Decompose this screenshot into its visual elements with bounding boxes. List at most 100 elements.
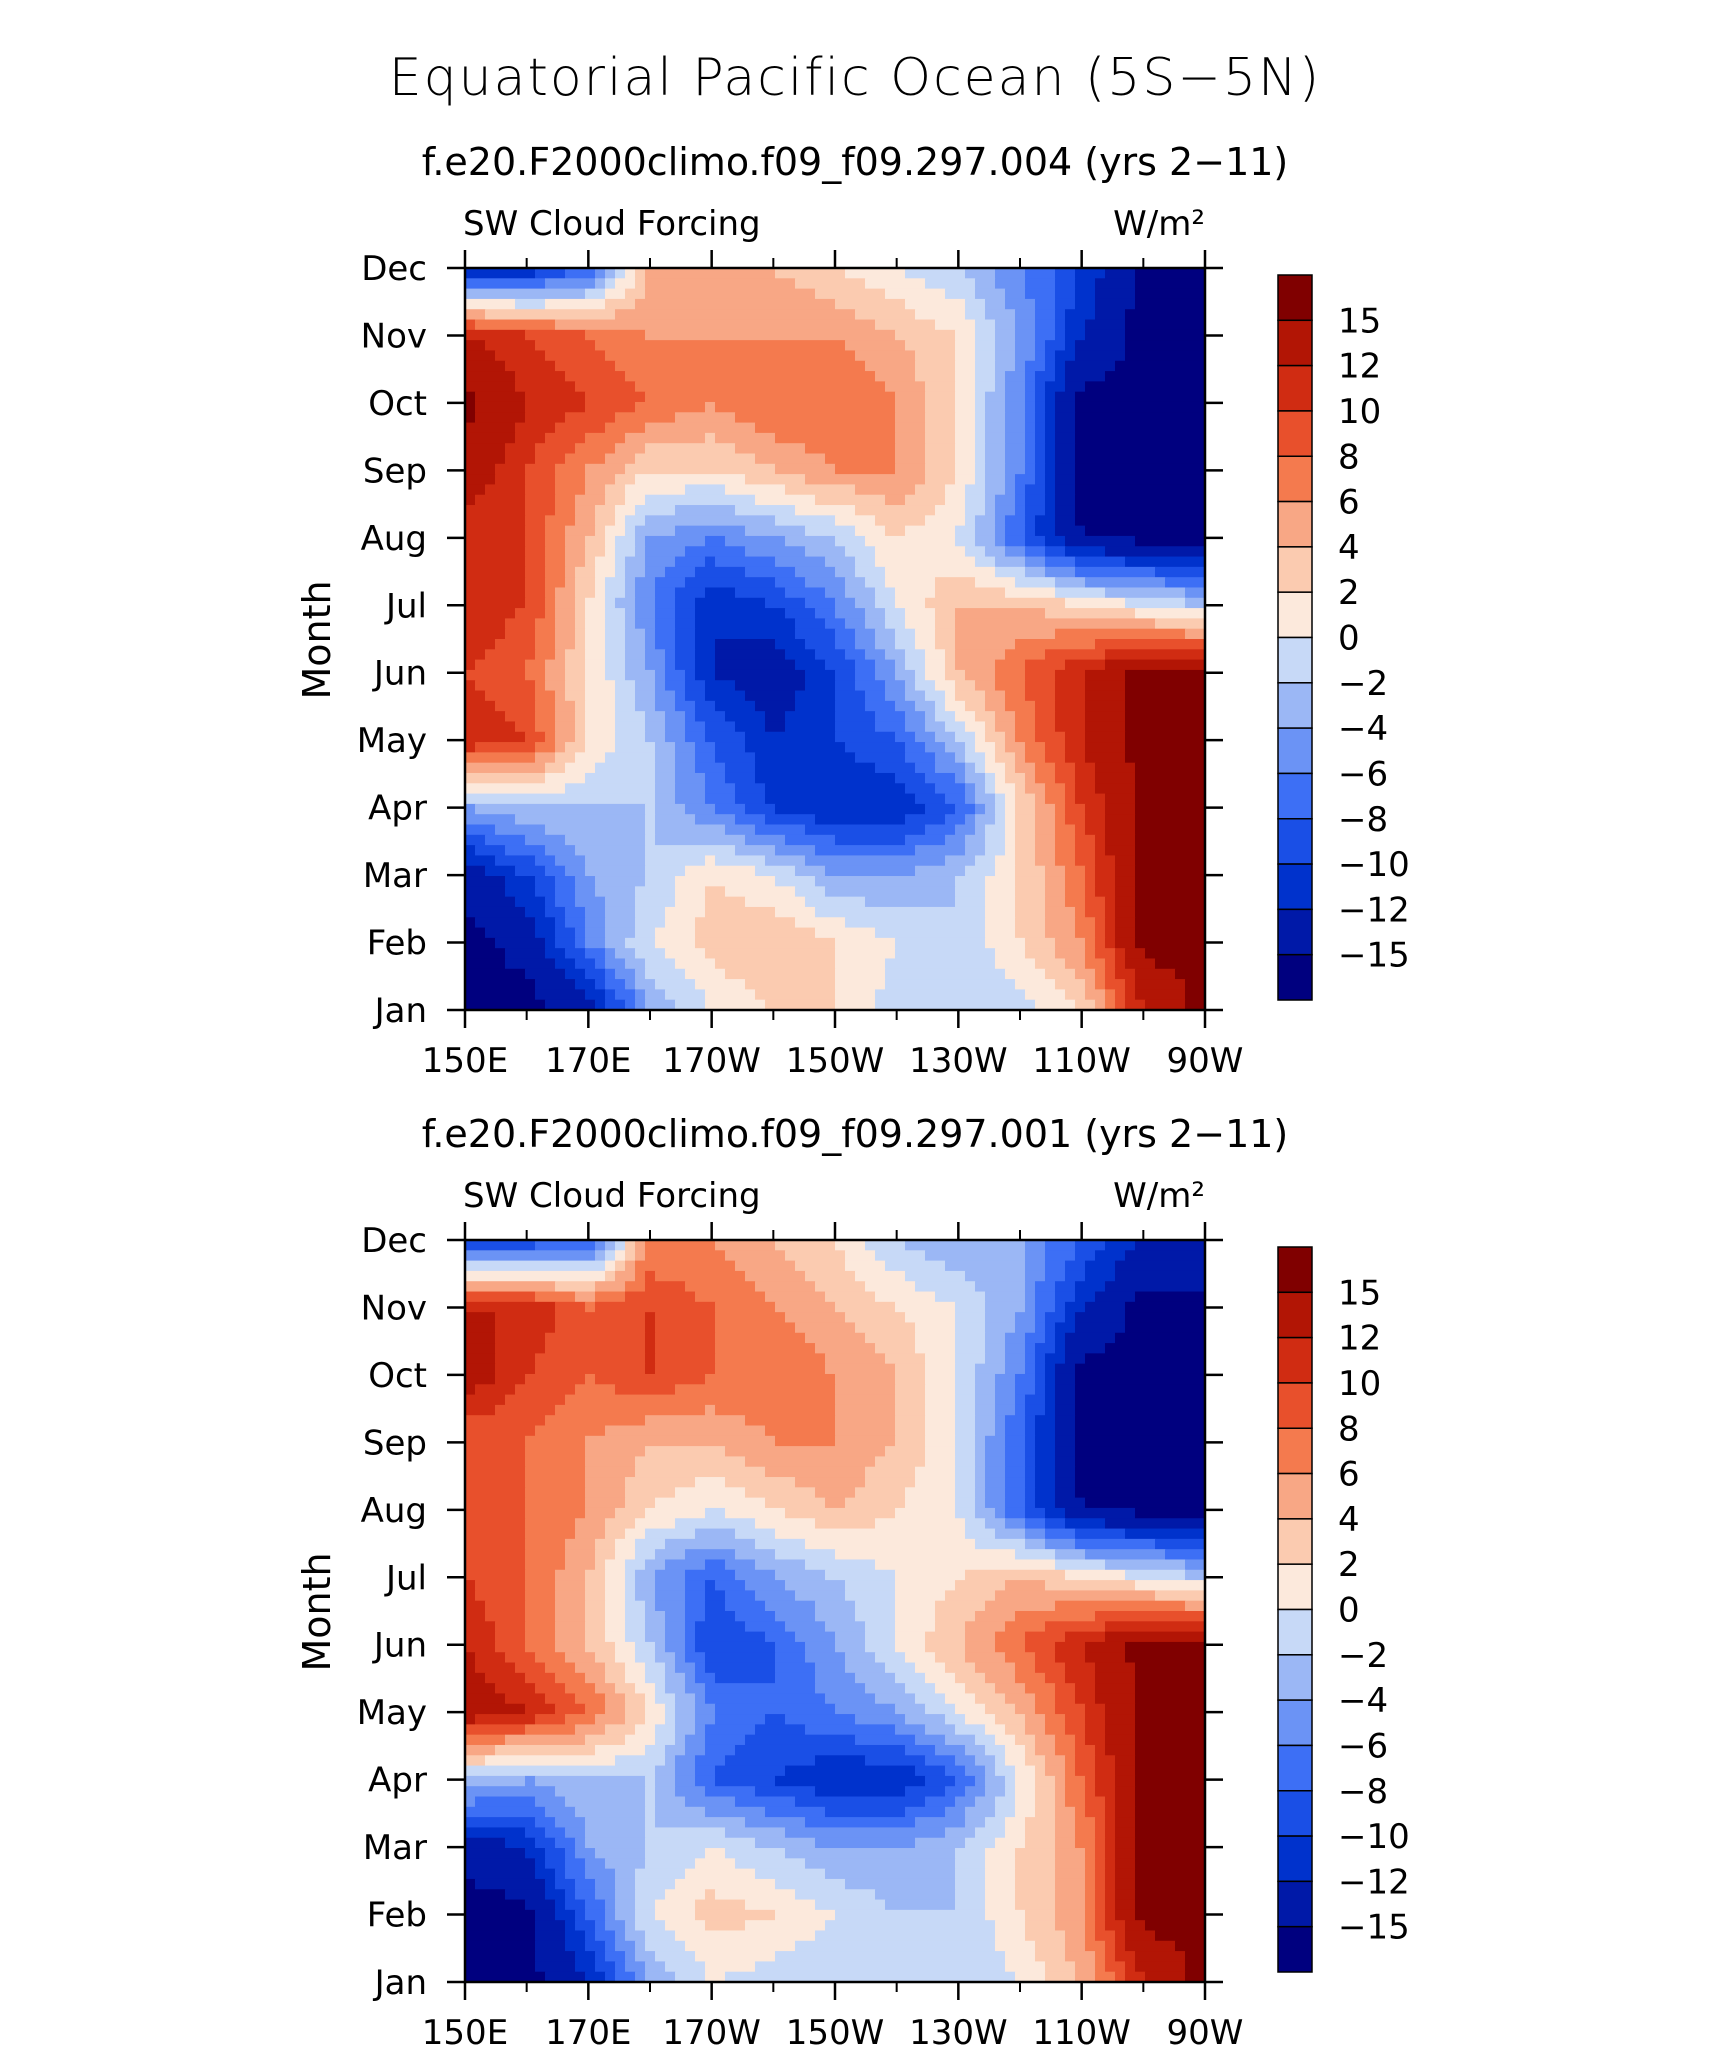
field-cell	[895, 1611, 936, 1622]
field-cell	[655, 1775, 676, 1787]
field-cell	[655, 1652, 676, 1664]
field-cell	[1075, 1971, 1096, 1983]
field-cell	[775, 1662, 816, 1674]
field-cell	[965, 752, 986, 764]
field-cell	[1075, 463, 1206, 475]
field-cell	[715, 669, 806, 681]
field-cell	[1055, 1363, 1076, 1375]
field-cell	[1085, 742, 1126, 753]
field-cell	[1125, 731, 1206, 743]
field-cell	[1025, 937, 1056, 949]
field-cell	[635, 1590, 656, 1602]
field-cell	[1005, 381, 1026, 393]
field-cell	[1055, 1899, 1086, 1911]
field-cell	[635, 525, 676, 537]
x-tick-label: 150E	[422, 2013, 508, 2053]
field-cell	[1055, 1477, 1076, 1488]
field-cell	[1025, 515, 1036, 527]
field-cell	[985, 1518, 1006, 1530]
field-cell	[1125, 1971, 1146, 1983]
field-cell	[995, 1415, 1006, 1427]
field-cell	[565, 1940, 586, 1952]
field-cell	[585, 628, 606, 640]
field-cell	[1095, 1837, 1106, 1849]
x-tick-label: 150W	[786, 1041, 885, 1081]
field-cell	[865, 896, 956, 908]
field-cell	[605, 1662, 626, 1674]
field-cell	[635, 690, 656, 702]
field-cell	[665, 989, 706, 1001]
field-cell	[575, 711, 586, 723]
field-cell	[695, 1631, 766, 1643]
field-cell	[715, 1765, 786, 1777]
field-cell	[585, 1817, 646, 1829]
field-cell	[1075, 556, 1126, 568]
field-cell	[915, 628, 936, 640]
field-cell	[955, 340, 976, 352]
field-cell	[915, 371, 956, 382]
field-cell	[1065, 1518, 1106, 1530]
field-cell	[675, 525, 746, 537]
field-cell	[735, 721, 766, 733]
field-cell	[1085, 1848, 1096, 1859]
field-cell	[625, 979, 636, 990]
field-cell	[955, 371, 976, 382]
field-cell	[495, 1332, 546, 1344]
field-cell	[935, 1291, 986, 1303]
field-cell	[1105, 1240, 1136, 1251]
field-cell	[1115, 1951, 1136, 1962]
field-cell	[685, 1569, 736, 1581]
field-cell	[1015, 824, 1036, 836]
field-cell	[505, 1889, 546, 1901]
field-cell	[775, 1878, 846, 1890]
field-cell	[725, 968, 836, 980]
field-cell	[1135, 937, 1206, 949]
field-cell	[975, 814, 996, 826]
field-cell	[905, 834, 946, 846]
field-cell	[1125, 1301, 1206, 1313]
field-cell	[555, 1817, 586, 1829]
field-cell	[635, 474, 746, 486]
field-cell	[955, 1456, 976, 1468]
field-cell	[625, 1734, 656, 1746]
field-cell	[655, 1312, 716, 1324]
field-cell	[1105, 1796, 1116, 1808]
field-cell	[865, 1466, 916, 1478]
field-cell	[645, 329, 896, 341]
field-cell	[1085, 814, 1106, 826]
field-cell	[845, 340, 906, 352]
field-cell	[1015, 1899, 1056, 1911]
field-cell	[605, 628, 626, 640]
field-cell	[895, 731, 916, 743]
field-cell	[875, 1343, 916, 1354]
field-cell	[535, 1868, 556, 1880]
field-cell	[1035, 1353, 1046, 1365]
field-cell	[645, 1940, 686, 1952]
field-cell	[645, 1332, 656, 1344]
field-cell	[885, 979, 1016, 990]
field-cell	[895, 1394, 926, 1406]
field-cell	[545, 546, 566, 558]
field-cell	[885, 958, 996, 970]
field-cell	[1045, 360, 1056, 372]
field-cell	[695, 608, 786, 619]
field-cell	[1035, 855, 1056, 867]
field-cell	[545, 896, 556, 908]
x-tick-label: 130W	[909, 2013, 1008, 2053]
field-cell	[1005, 742, 1026, 753]
field-cell	[685, 1734, 706, 1746]
field-cell	[1085, 1775, 1096, 1787]
field-cell	[575, 979, 596, 990]
field-cell	[575, 515, 596, 527]
field-cell	[1005, 1415, 1026, 1427]
field-cell	[855, 597, 876, 609]
colorbar-box	[1277, 818, 1313, 865]
field-cell	[615, 1889, 636, 1901]
field-cell	[495, 700, 536, 712]
field-cell	[975, 855, 996, 867]
panel-title: f.e20.F2000climo.f09_f09.297.001 (yrs 2−…	[422, 1112, 1289, 1156]
field-cell	[685, 711, 696, 723]
field-cell	[1055, 845, 1076, 857]
field-cell	[525, 1528, 576, 1540]
field-cell	[1005, 649, 1046, 661]
